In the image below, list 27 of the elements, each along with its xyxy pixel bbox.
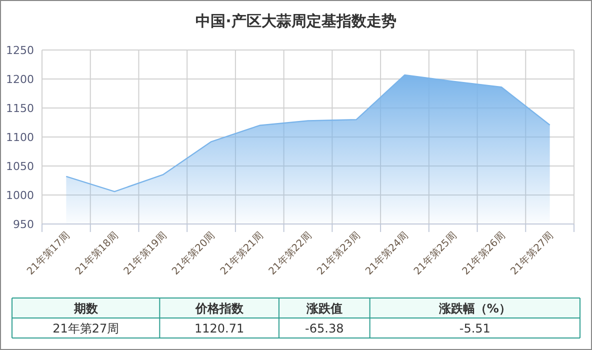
y-tick-label: 950 [13,218,34,231]
y-tick-label: 1200 [6,73,34,86]
x-tick-label: 21年第18周 [72,230,121,278]
x-tick-label: 21年第20周 [170,230,218,278]
text: 涨跌幅（%） [438,302,511,316]
x-tick-label: 21年第17周 [24,230,72,278]
x-tick-label: 21年第21周 [218,230,266,278]
text: 期数 [72,302,99,316]
y-tick-label: 1250 [6,44,34,57]
x-tick-label: 21年第22周 [266,230,314,278]
x-tick-label: 21年第27周 [508,230,556,278]
x-tick-label: 21年第24周 [363,230,411,278]
text: -65.38 [305,322,344,336]
y-tick-label: 1100 [6,131,34,144]
text: 涨跌值 [305,302,342,316]
y-tick-label: 1050 [6,160,34,173]
chart-title: 中国·产区大蒜周定基指数走势 [196,12,396,30]
y-tick-label: 1000 [6,189,34,202]
text: 1120.71 [194,322,244,336]
y-tick-label: 1150 [6,102,34,115]
x-tick-label: 21年第19周 [121,230,170,278]
x-tick-label: 21年第23周 [314,230,362,278]
text: -5.51 [459,322,490,336]
x-tick-label: 21年第26周 [460,230,508,278]
text: 21年第27周 [52,322,120,336]
x-tick-label: 21年第25周 [412,230,460,278]
text: 价格指数 [194,302,244,316]
